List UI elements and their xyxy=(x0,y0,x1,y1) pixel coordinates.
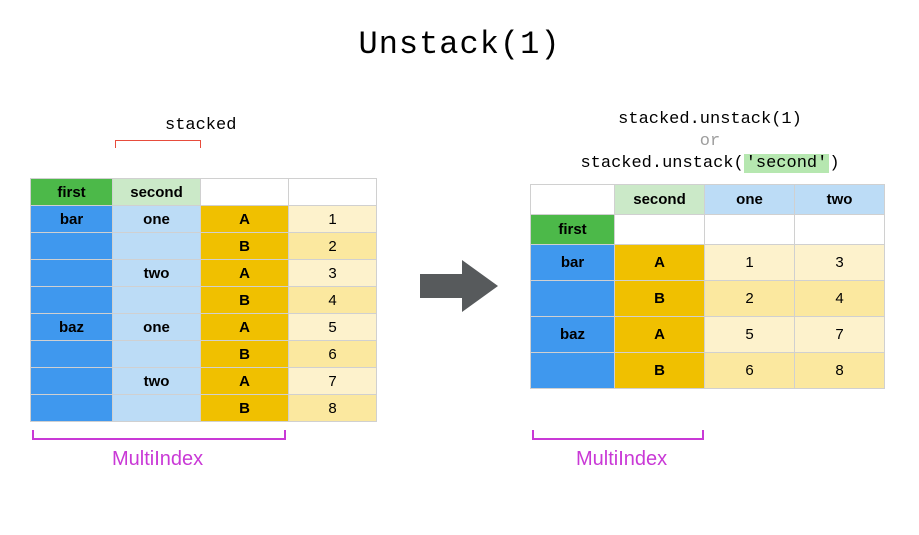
cell: 7 xyxy=(289,368,377,395)
cell xyxy=(31,341,113,368)
cell xyxy=(289,179,377,206)
cell: 8 xyxy=(795,353,885,389)
cell: two xyxy=(795,185,885,215)
cell xyxy=(31,287,113,314)
code-line-1: stacked.unstack(1) xyxy=(530,109,890,131)
cell: one xyxy=(705,185,795,215)
cell: 5 xyxy=(705,317,795,353)
cell xyxy=(531,353,615,389)
cell: A xyxy=(615,245,705,281)
cell: B xyxy=(615,281,705,317)
cell: second xyxy=(615,185,705,215)
bracket-multiindex-right xyxy=(532,430,704,440)
cell: bar xyxy=(531,245,615,281)
multiindex-label-right: MultiIndex xyxy=(576,448,667,471)
cell xyxy=(31,233,113,260)
cell: 4 xyxy=(795,281,885,317)
cell: 2 xyxy=(705,281,795,317)
cell: B xyxy=(201,395,289,422)
cell: bar xyxy=(31,206,113,233)
cell: 7 xyxy=(795,317,885,353)
cell xyxy=(531,185,615,215)
arrow-icon xyxy=(420,260,498,312)
code-or: or xyxy=(530,131,890,153)
cell xyxy=(113,395,201,422)
cell: one xyxy=(113,206,201,233)
cell xyxy=(201,179,289,206)
cell: first xyxy=(31,179,113,206)
cell xyxy=(113,233,201,260)
page-title: Unstack(1) xyxy=(0,26,919,63)
cell: two xyxy=(113,260,201,287)
cell: second xyxy=(113,179,201,206)
multiindex-label-left: MultiIndex xyxy=(112,448,203,471)
code-line-2: stacked.unstack('second') xyxy=(530,153,890,175)
cell: A xyxy=(615,317,705,353)
cell: B xyxy=(201,287,289,314)
cell: baz xyxy=(531,317,615,353)
cell: first xyxy=(531,215,615,245)
cell: 3 xyxy=(795,245,885,281)
cell xyxy=(615,215,705,245)
cell: A xyxy=(201,206,289,233)
cell: 6 xyxy=(705,353,795,389)
cell xyxy=(31,260,113,287)
cell: A xyxy=(201,314,289,341)
cell: 1 xyxy=(289,206,377,233)
cell xyxy=(795,215,885,245)
cell: 4 xyxy=(289,287,377,314)
bracket-stacked-column xyxy=(115,140,201,150)
cell: one xyxy=(113,314,201,341)
cell xyxy=(31,368,113,395)
cell: 5 xyxy=(289,314,377,341)
cell: A xyxy=(201,368,289,395)
unstacked-table: secondonetwo firstbarA13 B24 bazA57 B68 xyxy=(530,184,885,389)
stacked-label: stacked xyxy=(165,116,236,135)
cell: 6 xyxy=(289,341,377,368)
cell xyxy=(531,281,615,317)
code-caption: stacked.unstack(1) or stacked.unstack('s… xyxy=(530,109,890,175)
cell xyxy=(705,215,795,245)
cell: 8 xyxy=(289,395,377,422)
cell: two xyxy=(113,368,201,395)
cell: A xyxy=(201,260,289,287)
bracket-multiindex-left xyxy=(32,430,286,440)
cell: 3 xyxy=(289,260,377,287)
cell: baz xyxy=(31,314,113,341)
cell: B xyxy=(201,341,289,368)
cell: B xyxy=(615,353,705,389)
cell: B xyxy=(201,233,289,260)
cell xyxy=(113,287,201,314)
cell: 2 xyxy=(289,233,377,260)
cell xyxy=(113,341,201,368)
cell xyxy=(31,395,113,422)
stacked-table: firstsecondbaroneA1B2twoA3B4bazoneA5B6tw… xyxy=(30,178,377,422)
cell: 1 xyxy=(705,245,795,281)
